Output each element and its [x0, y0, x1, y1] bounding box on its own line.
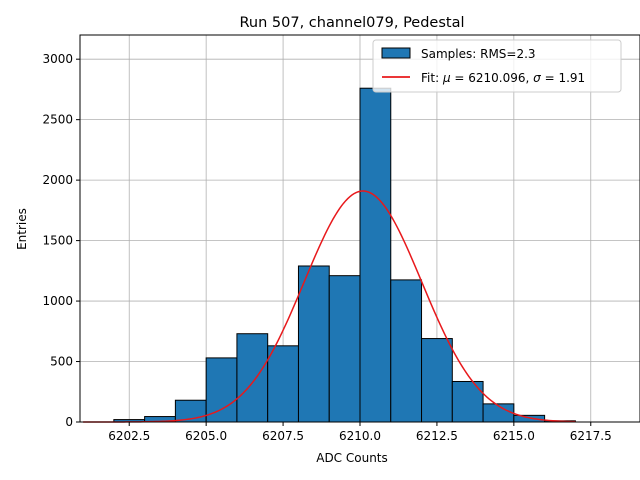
x-tick-label: 6212.5	[416, 429, 458, 443]
y-tick-label: 1500	[42, 234, 73, 248]
legend-fit-label: Fit: μ = 6210.096, σ = 1.91	[421, 71, 585, 85]
x-tick-label: 6210.0	[339, 429, 381, 443]
y-tick-label: 3000	[42, 52, 73, 66]
chart-title: Run 507, channel079, Pedestal	[239, 15, 464, 31]
y-tick-label: 500	[50, 355, 73, 369]
x-tick-label: 6202.5	[108, 429, 150, 443]
y-tick-label: 2500	[42, 113, 73, 127]
histogram-bar	[421, 338, 453, 423]
histogram-bar	[359, 87, 392, 423]
y-tick-label: 1000	[42, 294, 73, 308]
legend-samples-swatch	[381, 47, 411, 59]
legend: Samples: RMS=2.3 Fit: μ = 6210.096, σ = …	[372, 39, 622, 93]
fit-curve	[83, 190, 576, 423]
x-tick-label: 6207.5	[262, 429, 304, 443]
x-axis-label: ADC Counts	[316, 451, 388, 465]
legend-box	[372, 39, 622, 93]
histogram-bar	[297, 265, 330, 423]
x-tick-label: 6217.5	[570, 429, 612, 443]
y-tick-label: 2000	[42, 173, 73, 187]
histogram-bar	[236, 333, 269, 423]
y-tick-label: 0	[65, 415, 73, 429]
x-axis-ticks: 6202.5 6205.0 6207.5 6210.0 6212.5 6215.0 6217…	[108, 422, 612, 443]
legend-samples-label: Samples: RMS=2.3	[421, 47, 536, 61]
histogram-bar	[390, 279, 423, 423]
histogram-bar	[328, 275, 361, 423]
x-tick-label: 6215.0	[493, 429, 535, 443]
histogram-bar	[267, 345, 299, 423]
x-tick-label: 6205.0	[185, 429, 227, 443]
y-axis-label: Entries	[15, 208, 29, 250]
y-axis-ticks: 0 500 1000 1500 2000 2500 3000	[42, 52, 80, 429]
histogram-bar	[205, 357, 238, 423]
histogram-bar	[513, 414, 546, 423]
